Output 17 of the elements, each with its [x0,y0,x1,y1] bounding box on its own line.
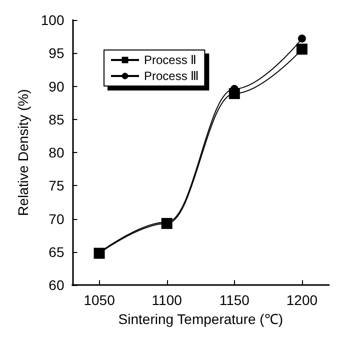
y-tick-label: 75 [48,178,64,194]
legend-label: Process Ⅲ [144,69,199,83]
x-tick-label: 1050 [84,292,116,308]
y-tick-label: 90 [48,78,64,94]
y-tick-label: 85 [48,111,64,128]
x-axis-title: Sintering Temperature (℃) [118,311,283,327]
y-tick-label: 100 [40,12,64,28]
x-tick-label: 1200 [286,292,318,308]
y-axis-title: Relative Density (%) [15,89,31,216]
y-tick-label: 70 [48,210,64,227]
y-tick-label: 60 [48,277,64,294]
y-tick-label: 80 [48,144,64,161]
x-tick-label: 1100 [152,292,182,308]
y-tick-label: 95 [48,45,64,62]
legend-label: Process Ⅱ [144,53,197,67]
y-tick-label: 65 [48,244,64,260]
x-tick-label: 1150 [219,292,250,308]
